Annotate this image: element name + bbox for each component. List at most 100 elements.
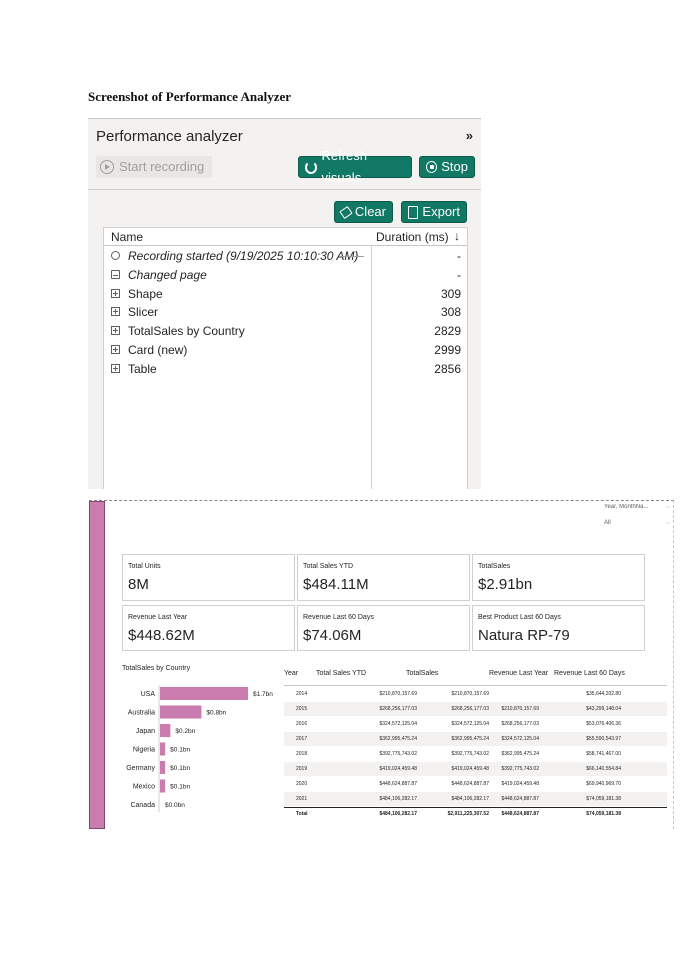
kpi-card[interactable]: TotalSales $2.91bn xyxy=(472,554,645,601)
table-total-row[interactable]: Total $484,106,282.17 $2,911,225,307.52 $44… xyxy=(284,807,667,821)
kpi-card[interactable]: Total Units 8M xyxy=(122,554,295,601)
table-cell: $58,741,467.00 xyxy=(586,751,621,757)
data-label: $0.2bn xyxy=(175,728,195,735)
table-cell: $268,256,177.03 xyxy=(379,706,417,712)
table-row[interactable]: 2016 $324,572,125.04 $324,572,125.04 $268,2… xyxy=(284,717,667,731)
table-cell: 2019 xyxy=(296,766,308,772)
kpi-card[interactable]: Revenue Last 60 Days $74.06M xyxy=(297,605,470,651)
bar[interactable] xyxy=(160,687,248,700)
data-label: $1.7bn xyxy=(253,691,273,698)
results-row[interactable]: TotalSales by Country 2829 xyxy=(104,322,467,340)
eraser-icon xyxy=(339,205,353,219)
card-label: Revenue Last 60 Days xyxy=(303,614,374,621)
table-row[interactable]: 2017 $362,995,475.24 $362,995,475.24 $324,5… xyxy=(284,732,667,746)
expand-icon[interactable] xyxy=(111,307,120,316)
expand-icon[interactable] xyxy=(111,364,120,373)
column-separator xyxy=(371,246,372,489)
table-cell: 2021 xyxy=(296,796,308,802)
export-icon xyxy=(408,205,419,219)
toolbar-divider xyxy=(88,189,481,190)
col-header-total-sales-ytd[interactable]: Total Sales YTD xyxy=(316,670,367,677)
col-header-year[interactable]: Year xyxy=(284,670,299,677)
table-row[interactable]: 2015 $268,256,177.03 $268,256,177.03 $210,8… xyxy=(284,702,667,716)
refresh-visuals-button[interactable]: Refresh visuals xyxy=(298,148,412,185)
table-row[interactable]: 2018 $392,775,743.02 $392,775,743.02 $362,9… xyxy=(284,747,667,761)
table-cell: 2018 xyxy=(296,751,308,757)
results-row[interactable]: Table 2856 xyxy=(104,360,467,378)
performance-analyzer-pane: Performance analyzer » Start recording R… xyxy=(88,118,481,489)
duration-column-header[interactable]: Duration (ms) xyxy=(376,230,449,244)
stop-button[interactable]: Stop xyxy=(419,156,475,178)
card-label: Revenue Last Year xyxy=(128,614,188,621)
table-cell: $53,076,406.36 xyxy=(586,721,621,727)
expand-icon[interactable] xyxy=(111,289,120,298)
row-name: Slicer xyxy=(128,305,159,319)
table-row[interactable]: 2014 $210,870,157.69 $210,870,157.69 $35,64… xyxy=(284,687,667,701)
performance-results-table: Name Duration (ms) ↓ Recording started (… xyxy=(103,227,468,489)
table-cell: $392,775,743.02 xyxy=(379,751,417,757)
bar[interactable] xyxy=(160,779,166,793)
export-button[interactable]: Export xyxy=(401,201,467,223)
col-header-revenue-last-60-days[interactable]: Revenue Last 60 Days xyxy=(554,670,625,677)
stop-icon xyxy=(426,161,438,173)
table-cell: $268,256,177.03 xyxy=(451,706,489,712)
page-icon xyxy=(111,270,120,279)
bar[interactable] xyxy=(160,705,202,719)
table-row[interactable]: 2019 $419,024,459.48 $419,024,459.48 $392,7… xyxy=(284,762,667,776)
bar-chart-title: TotalSales by Country xyxy=(122,665,191,672)
slicer-value[interactable]: All xyxy=(604,520,611,526)
chevron-down-icon[interactable]: ⌵ xyxy=(665,520,670,526)
kpi-card[interactable]: Revenue Last Year $448.62M xyxy=(122,605,295,651)
start-recording-button[interactable]: Start recording xyxy=(96,156,213,178)
kpi-card-grid: Total Units 8M Total Sales YTD $484.11M … xyxy=(117,547,658,651)
sort-descending-icon[interactable]: ↓ xyxy=(454,229,460,243)
results-row[interactable]: Changed page - xyxy=(104,266,467,284)
row-name: Card (new) xyxy=(128,343,188,357)
expand-icon[interactable] xyxy=(111,345,120,354)
bar[interactable] xyxy=(160,724,171,737)
row-dash-line xyxy=(340,256,364,257)
table-cell: $268,256,177.03 xyxy=(501,721,539,727)
slicer-title: Year, MonthNa... xyxy=(604,504,649,510)
table-cell: 2017 xyxy=(296,736,308,742)
table-cell: $43,299,148.04 xyxy=(586,706,621,712)
table-row[interactable]: 2021 $484,106,282.17 $484,106,282.17 $448,6… xyxy=(284,792,667,806)
clear-button[interactable]: Clear xyxy=(334,201,393,223)
card-value: $484.11M xyxy=(303,576,369,593)
data-label: $0.1bn xyxy=(170,784,190,791)
row-name: Shape xyxy=(128,287,163,301)
table-cell: $484,106,282.17 xyxy=(379,811,417,817)
card-label: Total Sales YTD xyxy=(303,563,354,570)
collapse-pane-icon[interactable]: » xyxy=(465,128,473,143)
card-value: $2.91bn xyxy=(478,576,533,593)
table-cell: $484,106,282.17 xyxy=(379,796,417,802)
kpi-card[interactable]: Best Product Last 60 Days Natura RP-79 xyxy=(472,605,645,651)
row-duration: 309 xyxy=(440,287,461,301)
clear-label: Clear xyxy=(354,204,386,219)
col-header-revenue-last-year[interactable]: Revenue Last Year xyxy=(489,670,549,677)
table-cell: $484,106,282.17 xyxy=(451,796,489,802)
data-label: $0.1bn xyxy=(170,747,190,754)
bar[interactable] xyxy=(160,761,166,774)
header-divider xyxy=(284,685,667,686)
expand-icon[interactable] xyxy=(111,326,120,335)
table-cell: $210,870,157.69 xyxy=(451,691,489,697)
card-label: Best Product Last 60 Days xyxy=(478,614,561,621)
results-row[interactable]: Shape 309 xyxy=(104,285,467,303)
totalsales-by-country-chart[interactable]: USA $1.7bn Australia $0.8bn Japan $0.2bn Niger… xyxy=(113,677,283,817)
export-label: Export xyxy=(422,204,460,219)
results-row[interactable]: Recording started (9/19/2025 10:10:30 AM… xyxy=(104,247,467,265)
table-cell: $448,624,887.87 xyxy=(501,796,539,802)
row-name: Table xyxy=(128,362,157,376)
results-row[interactable]: Card (new) 2999 xyxy=(104,341,467,359)
bar[interactable] xyxy=(160,742,166,756)
col-header-totalsales[interactable]: TotalSales xyxy=(406,670,439,677)
card-value: $74.06M xyxy=(303,627,362,644)
table-row[interactable]: 2020 $448,624,887.87 $448,624,887.87 $419,0… xyxy=(284,777,667,791)
name-column-header[interactable]: Name xyxy=(111,230,144,244)
table-cell: $210,870,157.69 xyxy=(501,706,539,712)
row-duration: 2856 xyxy=(434,362,461,376)
table-cell: 2014 xyxy=(296,691,308,697)
kpi-card[interactable]: Total Sales YTD $484.11M xyxy=(297,554,470,601)
results-row[interactable]: Slicer 308 xyxy=(104,303,467,321)
